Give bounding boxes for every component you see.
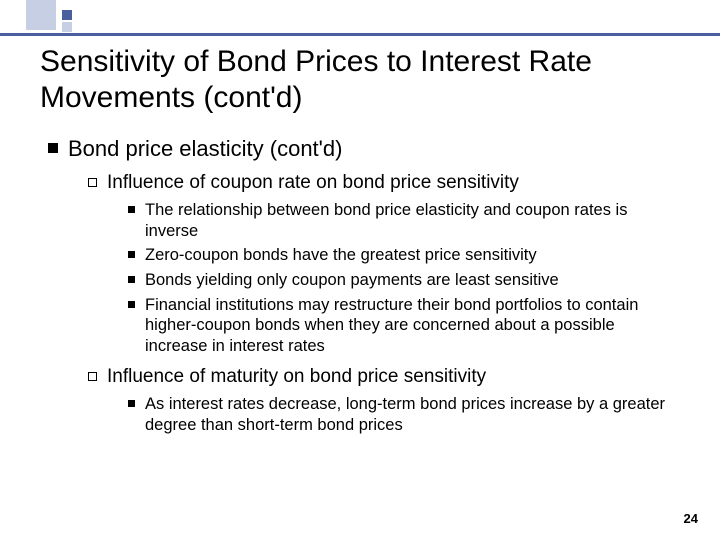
deco-underline <box>0 33 720 36</box>
level2-text: Influence of coupon rate on bond price s… <box>107 172 519 194</box>
bullet-solid-icon <box>48 143 58 153</box>
deco-square-large <box>26 0 56 30</box>
bullet-small-icon <box>128 206 135 213</box>
bullet-small-icon <box>128 400 135 407</box>
bullet-hollow-icon <box>88 178 97 187</box>
slide-body: Sensitivity of Bond Prices to Interest R… <box>0 0 720 436</box>
bullet-level1: Bond price elasticity (cont'd) Influence… <box>48 136 680 436</box>
bullet-level3-group-b: As interest rates decrease, long-term bo… <box>128 394 680 435</box>
bullet-level3-group-a: The relationship between bond price elas… <box>128 200 680 356</box>
level3-text: Bonds yielding only coupon payments are … <box>145 270 559 291</box>
level2-text: Influence of maturity on bond price sens… <box>107 366 486 388</box>
bullet-hollow-icon <box>88 372 97 381</box>
level1-text: Bond price elasticity (cont'd) <box>68 136 342 162</box>
deco-square-small-light <box>62 22 72 32</box>
bullet-level2-group-a: Influence of coupon rate on bond price s… <box>88 172 680 436</box>
bullet-small-icon <box>128 251 135 258</box>
corner-decoration <box>0 0 100 40</box>
level3-text: As interest rates decrease, long-term bo… <box>145 394 680 435</box>
level3-text: Zero-coupon bonds have the greatest pric… <box>145 245 537 266</box>
page-number: 24 <box>684 511 698 526</box>
level3-text: The relationship between bond price elas… <box>145 200 680 241</box>
level3-text: Financial institutions may restructure t… <box>145 295 680 357</box>
slide-title: Sensitivity of Bond Prices to Interest R… <box>40 44 680 116</box>
bullet-small-icon <box>128 276 135 283</box>
bullet-small-icon <box>128 301 135 308</box>
deco-square-small-dark <box>62 10 72 20</box>
